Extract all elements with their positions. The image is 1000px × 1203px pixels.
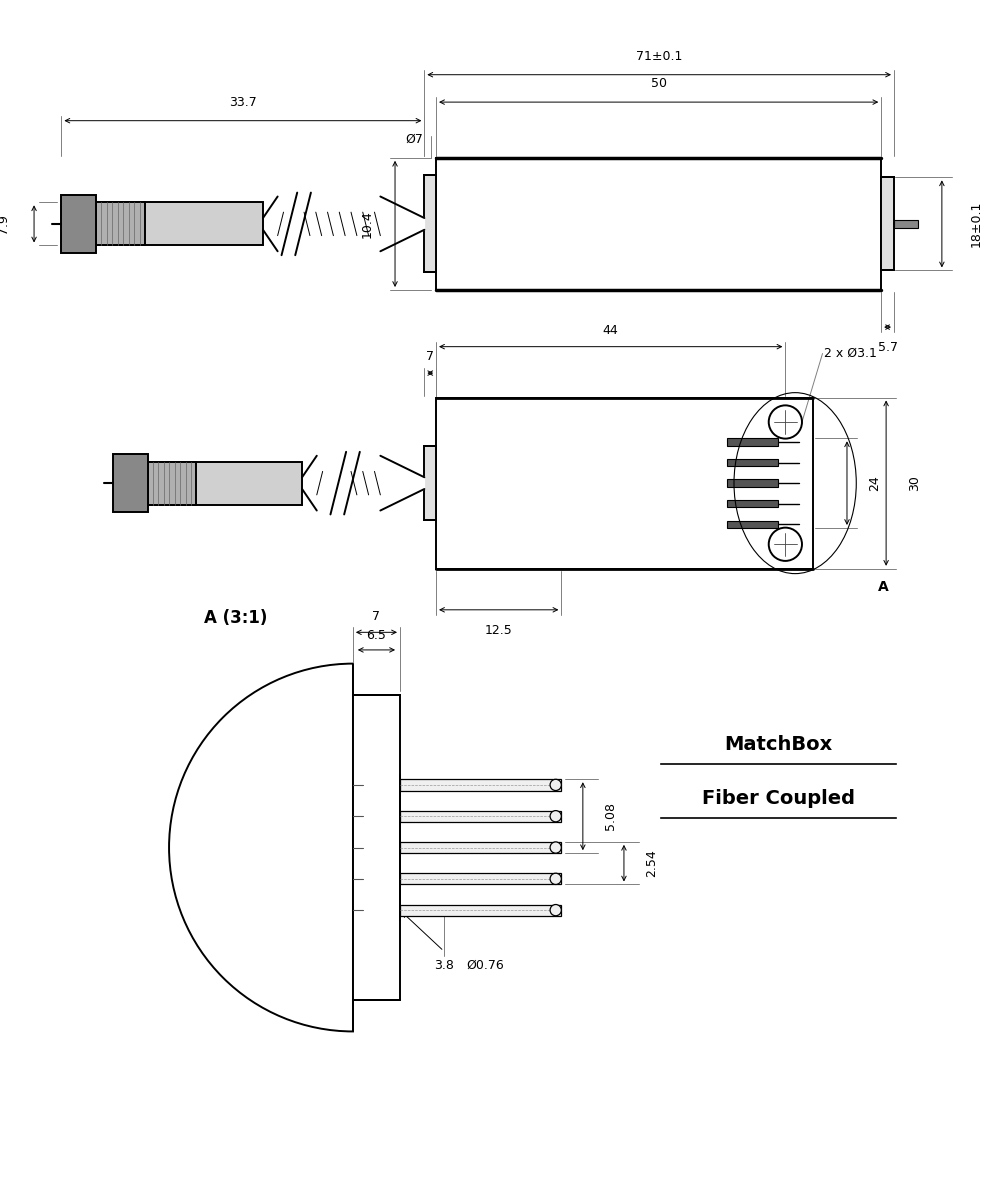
Text: Ø7: Ø7	[406, 134, 424, 146]
Bar	[113, 454, 148, 512]
Polygon shape	[380, 456, 424, 510]
Text: A: A	[878, 581, 889, 594]
Circle shape	[769, 405, 802, 439]
Circle shape	[550, 842, 561, 853]
Bar	[400, 842, 561, 853]
Text: 5.7: 5.7	[878, 340, 898, 354]
Bar	[727, 521, 778, 528]
Text: 10.4: 10.4	[361, 211, 374, 238]
Polygon shape	[263, 196, 278, 251]
Bar	[424, 446, 436, 520]
Bar	[96, 202, 145, 245]
Text: 5.08: 5.08	[604, 802, 617, 830]
Bar	[727, 438, 778, 446]
Text: 6.5: 6.5	[367, 629, 386, 642]
Bar	[400, 905, 561, 915]
Text: A (3:1): A (3:1)	[204, 609, 267, 627]
Circle shape	[550, 905, 561, 915]
Bar	[881, 177, 894, 271]
Bar	[400, 811, 561, 822]
Bar	[436, 397, 813, 569]
Text: MatchBox: MatchBox	[724, 735, 833, 754]
Circle shape	[769, 528, 802, 561]
Bar	[727, 480, 778, 487]
Polygon shape	[302, 456, 317, 510]
Bar	[61, 195, 96, 254]
Text: 50: 50	[651, 77, 667, 90]
Bar	[727, 458, 778, 467]
Text: 12.5: 12.5	[485, 623, 513, 636]
Bar	[96, 202, 263, 245]
Bar	[148, 462, 196, 504]
Bar	[148, 462, 302, 504]
Text: 24: 24	[869, 475, 882, 491]
Bar	[436, 158, 881, 290]
Text: 7: 7	[426, 350, 434, 363]
Bar	[727, 500, 778, 508]
Text: 30: 30	[908, 475, 921, 491]
Polygon shape	[380, 196, 424, 251]
Text: 33.7: 33.7	[229, 96, 257, 109]
Circle shape	[550, 873, 561, 884]
Text: Ø0.76: Ø0.76	[466, 959, 504, 972]
Text: Fiber Coupled: Fiber Coupled	[702, 789, 855, 808]
Bar	[424, 176, 436, 272]
Text: 3.8: 3.8	[434, 959, 454, 972]
Bar	[400, 780, 561, 790]
Circle shape	[550, 811, 561, 822]
Text: 2 x Ø3.1: 2 x Ø3.1	[824, 346, 877, 360]
Text: 44: 44	[603, 324, 619, 337]
Text: 7.9: 7.9	[0, 214, 10, 233]
Bar	[400, 873, 561, 884]
Circle shape	[550, 780, 561, 790]
Bar	[353, 695, 400, 1000]
Bar	[894, 220, 918, 227]
Text: 2.54: 2.54	[645, 849, 658, 877]
Text: 71±0.1: 71±0.1	[636, 51, 682, 63]
Text: 18±0.1: 18±0.1	[969, 201, 982, 247]
Wedge shape	[169, 664, 353, 1031]
Text: 7: 7	[372, 610, 380, 622]
